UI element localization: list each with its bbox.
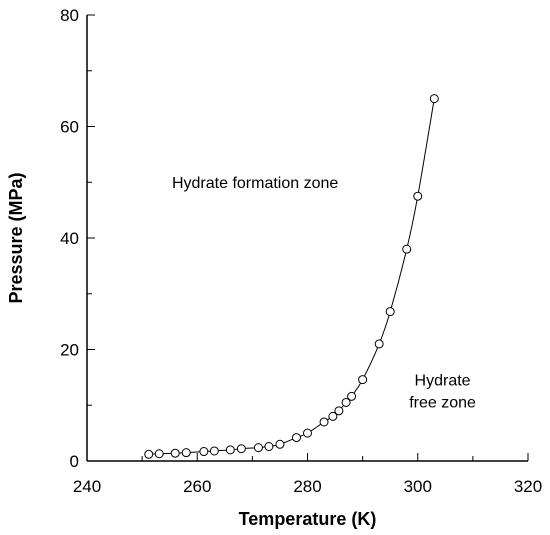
y-tick-label-3: 60 (60, 118, 79, 137)
annotation-free: Hydrate free zone (409, 373, 476, 412)
annotation-free-line-0: Hydrate (415, 373, 471, 390)
data-point-22 (413, 191, 423, 201)
data-point-2 (170, 448, 180, 458)
data-point-18 (358, 375, 368, 385)
data-point-10 (275, 439, 285, 449)
annotation-formation-line-0: Hydrate formation zone (172, 175, 338, 192)
data-point-9 (264, 442, 274, 452)
data-point-6 (225, 445, 235, 455)
data-point-3 (181, 448, 191, 458)
x-tick-label-0: 240 (73, 477, 101, 496)
y-tick-label-1: 20 (60, 341, 79, 360)
data-point-16 (341, 397, 351, 407)
data-point-0 (144, 449, 154, 459)
x-ticks: 240 260 280 300 320 (73, 453, 542, 496)
data-point-5 (209, 446, 219, 456)
annotation-formation: Hydrate formation zone (172, 175, 338, 192)
data-point-11 (291, 433, 301, 443)
annotations: Hydrate formation zone Hydrate free zone (172, 175, 476, 412)
y-axis-title: Pressure (MPa) (6, 172, 26, 303)
x-tick-label-4: 320 (514, 477, 542, 496)
x-axis-title: Temperature (K) (239, 509, 377, 529)
data-point-14 (328, 411, 338, 421)
data-point-7 (236, 444, 246, 454)
y-ticks: 0 20 40 60 80 (60, 6, 95, 471)
data-point-4 (199, 447, 209, 457)
data-point-8 (253, 443, 263, 453)
data-point-23 (429, 94, 439, 104)
y-tick-label-2: 40 (60, 229, 79, 248)
data-markers (144, 94, 439, 459)
x-tick-label-3: 300 (404, 477, 432, 496)
data-point-17 (347, 391, 357, 401)
y-tick-label-0: 0 (70, 452, 79, 471)
data-point-1 (154, 449, 164, 459)
data-point-15 (334, 406, 344, 416)
y-tick-label-4: 80 (60, 6, 79, 25)
data-point-20 (385, 307, 395, 317)
data-point-19 (374, 339, 384, 349)
x-tick-label-2: 280 (293, 477, 321, 496)
x-tick-label-1: 260 (183, 477, 211, 496)
data-point-21 (402, 244, 412, 254)
data-point-13 (319, 417, 329, 427)
data-point-12 (303, 428, 312, 438)
annotation-free-line-1: free zone (409, 395, 476, 412)
series-curve (148, 98, 435, 455)
